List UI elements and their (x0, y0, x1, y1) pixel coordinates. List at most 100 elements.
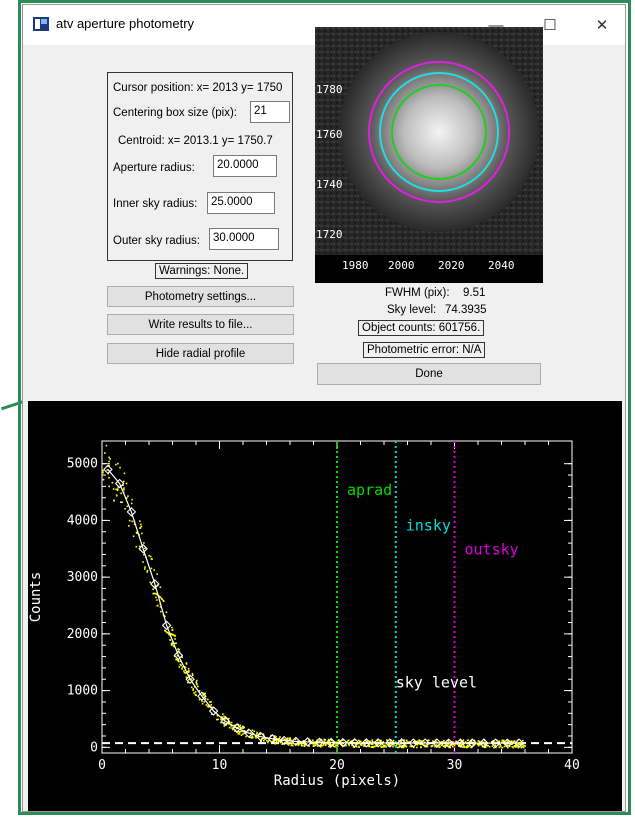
pixel-count-point (461, 746, 464, 748)
stamp-x-tick: 2040 (488, 259, 515, 272)
photometry-settings-button[interactable]: Photometry settings... (107, 286, 294, 307)
pixel-count-point (243, 726, 246, 729)
pixel-count-point (297, 744, 300, 747)
pixel-count-point (161, 598, 163, 600)
pixel-count-point (478, 740, 481, 743)
write-results-button[interactable]: Write results to file... (107, 314, 294, 335)
pixel-count-point (419, 743, 421, 746)
pixel-count-point (211, 713, 213, 716)
pixel-count-point (257, 736, 260, 738)
done-button[interactable]: Done (317, 363, 541, 385)
pixel-count-point (172, 645, 175, 647)
pixel-count-point (203, 701, 206, 703)
pixel-count-point (374, 745, 376, 748)
pixel-count-point (231, 727, 233, 729)
pixel-count-point (300, 743, 303, 746)
hide-radial-profile-button[interactable]: Hide radial profile (107, 343, 294, 364)
pixel-count-point (335, 744, 337, 746)
x-axis-label: Radius (pixels) (274, 773, 400, 789)
pixel-count-point (369, 740, 371, 743)
profile-marker (314, 737, 325, 747)
profile-marker (420, 738, 430, 748)
pixel-count-point (135, 545, 138, 548)
pixel-count-point (276, 740, 278, 743)
pixel-count-point (368, 745, 370, 748)
pixel-count-point (259, 733, 261, 736)
pixel-count-point (111, 481, 114, 484)
pixel-count-point (403, 744, 406, 747)
pixel-count-point (241, 730, 244, 733)
pixel-count-point (125, 482, 128, 485)
pixel-count-point (507, 741, 509, 743)
pixel-count-point (252, 736, 254, 739)
pixel-count-point (126, 497, 128, 499)
pixel-count-point (313, 744, 316, 747)
pixel-count-point (501, 746, 504, 749)
aperture-radius-label: Aperture radius: (113, 162, 195, 174)
maximize-button[interactable]: ☐ (543, 17, 557, 34)
pixel-count-point (206, 705, 209, 708)
pixel-count-point (143, 542, 145, 544)
pixel-count-point (281, 743, 283, 746)
profile-marker (467, 738, 477, 748)
pixel-count-point (505, 744, 508, 747)
pixel-count-point (278, 737, 281, 740)
pixel-count-point (156, 599, 158, 601)
outer-sky-radius-input[interactable]: 30.0000 (209, 228, 279, 250)
pixel-count-point (460, 740, 462, 742)
close-button[interactable]: ✕ (595, 17, 609, 34)
pixel-count-point (262, 733, 265, 735)
pixel-count-point (416, 746, 418, 749)
pixel-count-point (167, 632, 170, 634)
pixel-count-point (385, 746, 387, 748)
pixel-count-point (230, 721, 233, 724)
pixel-count-point (360, 742, 363, 745)
pixel-count-point (506, 740, 508, 742)
pixel-count-point (149, 555, 152, 558)
profile-marker (291, 736, 301, 747)
pixel-count-point (286, 742, 288, 745)
pixel-count-point (466, 744, 469, 747)
pixel-count-point (294, 738, 297, 740)
pixel-count-point (443, 744, 445, 747)
pixel-count-point (223, 725, 226, 727)
pixel-count-point (185, 663, 188, 665)
centering-box-input[interactable]: 21 (250, 101, 290, 123)
pixel-count-point (126, 505, 129, 508)
pixel-count-point (491, 745, 494, 747)
pixel-count-point (205, 704, 208, 706)
pixel-count-point (230, 724, 232, 727)
pixel-count-point (115, 463, 117, 466)
pixel-count-point (406, 741, 409, 743)
aperture-radius-input[interactable]: 20.0000 (213, 155, 277, 177)
window-title: atv aperture photometry (56, 16, 195, 31)
pixel-count-point (405, 746, 408, 748)
pixel-count-point (371, 745, 373, 748)
inner-sky-radius-input[interactable]: 25.0000 (207, 192, 275, 214)
x-tick-label: 30 (447, 758, 463, 773)
pixel-count-point (481, 745, 484, 748)
pixel-count-point (448, 741, 450, 744)
pixel-count-point (159, 586, 162, 588)
pixel-count-point (423, 744, 426, 746)
photometric-error-label: Photometric error: N/A (363, 342, 486, 358)
profile-marker (490, 738, 501, 748)
pixel-count-point (503, 740, 505, 743)
pixel-count-point (279, 741, 282, 744)
pixel-count-point (400, 742, 402, 745)
pixel-count-point (382, 741, 385, 743)
outsky-label: outsky (465, 540, 519, 558)
pixel-count-point (196, 683, 198, 686)
profile-marker (220, 716, 231, 727)
pixel-count-point (319, 739, 321, 741)
pixel-count-point (330, 739, 333, 742)
profile-marker (150, 579, 160, 589)
pixel-count-point (220, 718, 222, 721)
pixel-count-point (346, 740, 349, 742)
pixel-count-point (251, 729, 254, 732)
pixel-count-point (202, 694, 204, 697)
pixel-count-point (156, 593, 158, 596)
profile-marker (197, 691, 207, 702)
pixel-count-point (300, 744, 303, 747)
pixel-count-point (515, 745, 518, 748)
